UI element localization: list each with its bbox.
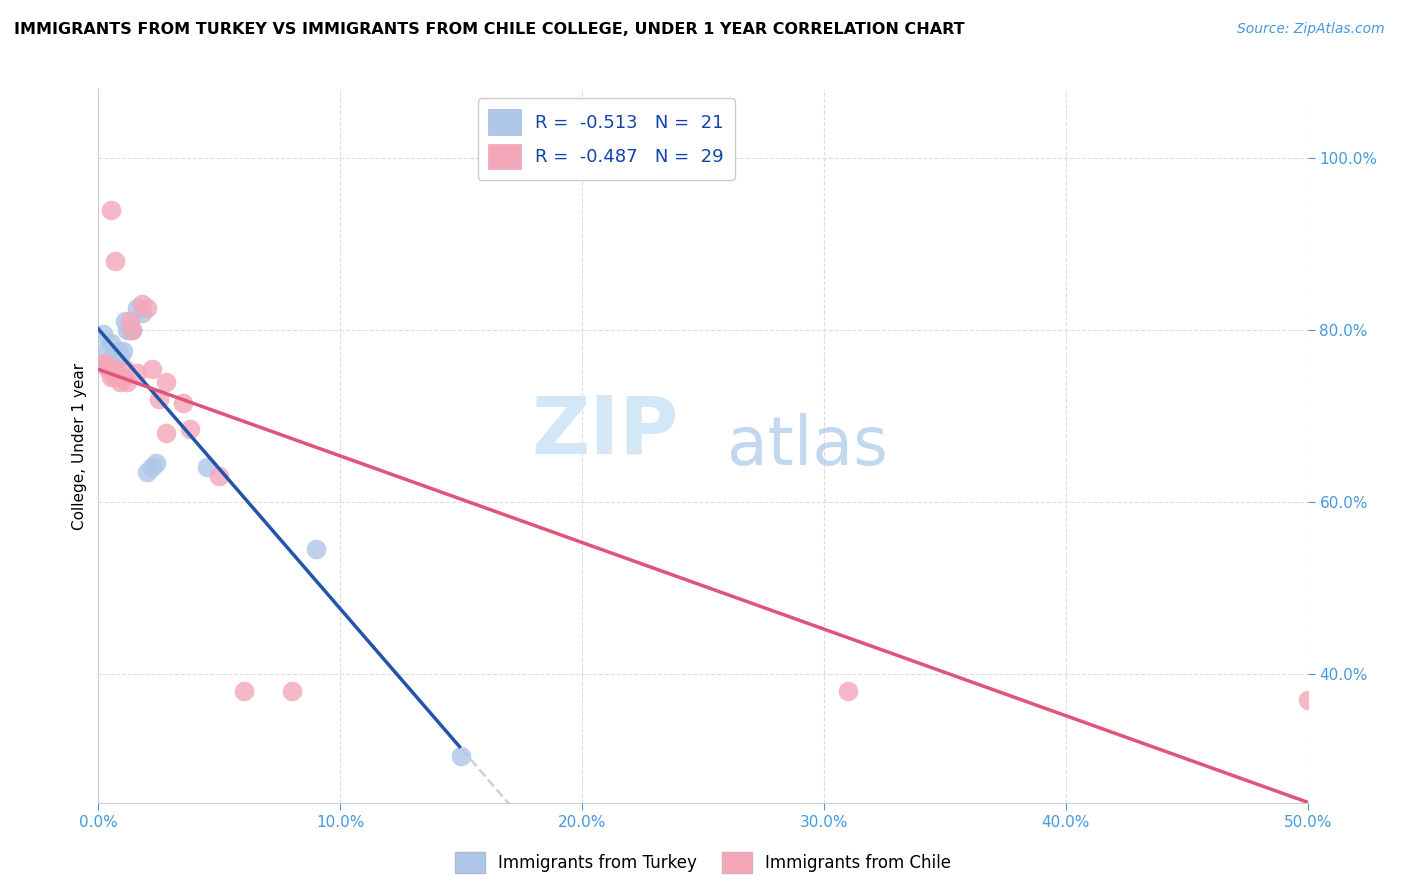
Point xyxy=(450,748,472,763)
Point xyxy=(111,344,134,359)
Point xyxy=(131,306,153,320)
Point xyxy=(141,361,163,376)
Point xyxy=(104,357,127,371)
Point xyxy=(145,456,167,470)
Point xyxy=(104,254,127,268)
Point xyxy=(97,361,120,376)
Point xyxy=(118,314,141,328)
Point xyxy=(94,344,117,359)
Text: ZIP: ZIP xyxy=(531,392,679,471)
Point xyxy=(107,344,129,359)
Point xyxy=(121,323,143,337)
Point xyxy=(141,460,163,475)
Point xyxy=(97,357,120,371)
Point xyxy=(117,375,139,389)
Point xyxy=(131,297,153,311)
Point xyxy=(100,370,122,384)
Legend: Immigrants from Turkey, Immigrants from Chile: Immigrants from Turkey, Immigrants from … xyxy=(449,846,957,880)
Text: Source: ZipAtlas.com: Source: ZipAtlas.com xyxy=(1237,22,1385,37)
Point xyxy=(101,361,124,376)
Y-axis label: College, Under 1 year: College, Under 1 year xyxy=(72,362,87,530)
Point xyxy=(195,460,218,475)
Point xyxy=(121,323,143,337)
Point xyxy=(108,349,131,363)
Point xyxy=(107,370,129,384)
Point xyxy=(135,301,157,316)
Point xyxy=(114,361,136,376)
Point xyxy=(117,323,139,337)
Point xyxy=(155,375,177,389)
Text: atlas: atlas xyxy=(727,413,889,479)
Point xyxy=(94,357,117,371)
Point xyxy=(305,542,328,557)
Point xyxy=(135,465,157,479)
Point xyxy=(114,314,136,328)
Text: IMMIGRANTS FROM TURKEY VS IMMIGRANTS FROM CHILE COLLEGE, UNDER 1 YEAR CORRELATIO: IMMIGRANTS FROM TURKEY VS IMMIGRANTS FRO… xyxy=(14,22,965,37)
Point xyxy=(91,357,114,371)
Legend: R =  -0.513   N =  21, R =  -0.487   N =  29: R = -0.513 N = 21, R = -0.487 N = 29 xyxy=(478,98,735,180)
Point xyxy=(91,327,114,342)
Point xyxy=(100,335,122,350)
Point xyxy=(281,684,304,698)
Point xyxy=(100,202,122,217)
Point xyxy=(155,426,177,441)
Point xyxy=(111,370,134,384)
Point xyxy=(104,370,127,384)
Point xyxy=(232,684,254,698)
Point xyxy=(127,301,149,316)
Point xyxy=(118,323,141,337)
Point xyxy=(127,366,149,380)
Point xyxy=(148,392,170,406)
Point xyxy=(1296,692,1319,706)
Point xyxy=(179,422,201,436)
Point xyxy=(208,469,231,483)
Point xyxy=(172,396,194,410)
Point xyxy=(108,375,131,389)
Point xyxy=(101,349,124,363)
Point xyxy=(837,684,859,698)
